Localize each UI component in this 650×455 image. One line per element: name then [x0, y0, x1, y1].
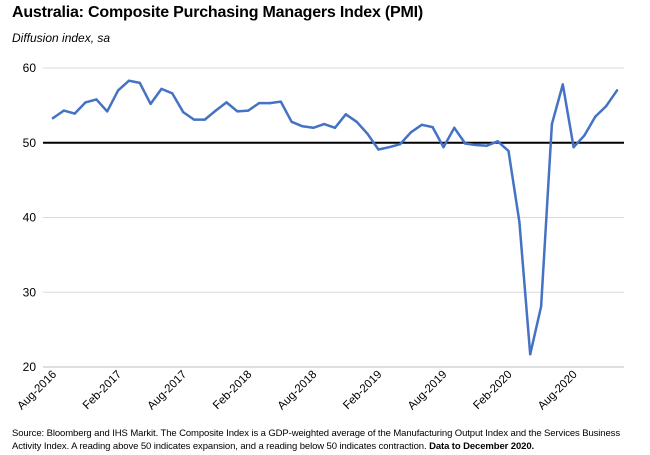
- data-point: [398, 143, 402, 146]
- data-point: [388, 146, 391, 149]
- data-point: [84, 101, 87, 104]
- source-note: Source: Bloomberg and IHS Markit. The Co…: [12, 427, 642, 453]
- x-tick-label: Aug-2017: [146, 369, 190, 413]
- data-point: [106, 110, 109, 113]
- data-point: [453, 126, 456, 129]
- data-point: [604, 104, 608, 108]
- data-point: [615, 89, 619, 92]
- x-tick-label: Aug-2019: [406, 369, 450, 413]
- y-tick-label: 50: [23, 136, 37, 150]
- data-point: [474, 143, 478, 147]
- data-point: [431, 125, 434, 129]
- data-point: [463, 142, 467, 145]
- data-point: [420, 123, 423, 127]
- source-data-date: Data to December 2020.: [429, 441, 535, 452]
- data-point: [51, 116, 55, 120]
- y-tick-label: 40: [23, 211, 37, 225]
- data-point: [377, 148, 380, 151]
- x-tick-label: Feb-2018: [211, 369, 254, 412]
- data-point: [257, 101, 261, 105]
- gridlines: [43, 67, 624, 368]
- data-point: [485, 144, 489, 147]
- data-point: [355, 120, 358, 124]
- data-point: [73, 112, 76, 115]
- data-point: [409, 131, 413, 134]
- data-point: [561, 83, 564, 86]
- data-point: [149, 102, 152, 106]
- data-point: [268, 101, 272, 105]
- data-point: [518, 220, 521, 224]
- data-point: [192, 118, 196, 121]
- y-axis-tick-labels: 20 30 40 50 60: [23, 61, 37, 374]
- data-point: [181, 110, 185, 114]
- data-point: [290, 120, 293, 124]
- y-tick-label: 20: [23, 360, 37, 374]
- data-point: [247, 109, 250, 112]
- data-point: [496, 140, 499, 143]
- data-point: [442, 146, 445, 149]
- data-point: [312, 126, 315, 129]
- x-tick-label: Aug-2016: [15, 369, 59, 413]
- series-layer: [51, 79, 619, 356]
- y-tick-label: 60: [23, 61, 37, 75]
- source-text: Source: Bloomberg and IHS Markit. The Co…: [12, 428, 620, 452]
- data-point: [529, 353, 532, 356]
- data-point: [583, 134, 586, 137]
- data-point: [236, 110, 239, 113]
- data-point: [225, 101, 228, 104]
- data-point: [301, 125, 304, 128]
- chart-subtitle: Diffusion index, sa: [12, 31, 111, 45]
- data-point: [322, 122, 326, 126]
- data-point: [127, 79, 131, 82]
- x-tick-label: Feb-2017: [81, 369, 124, 412]
- data-point: [572, 146, 575, 149]
- data-point: [507, 149, 510, 153]
- x-axis-tick-labels: Aug-2016 Feb-2017 Aug-2017 Feb-2018 Aug-2018…: [15, 369, 579, 413]
- y-tick-label: 30: [23, 285, 37, 299]
- data-point: [138, 81, 141, 85]
- data-point: [344, 113, 348, 116]
- data-point: [62, 109, 66, 112]
- x-tick-label: Feb-2020: [471, 369, 514, 412]
- data-point: [539, 305, 543, 308]
- chart-title: Australia: Composite Purchasing Managers…: [12, 4, 424, 21]
- x-tick-label: Aug-2018: [276, 369, 320, 413]
- data-point: [95, 98, 98, 101]
- data-point: [203, 118, 207, 121]
- data-point: [279, 100, 282, 103]
- x-tick-label: Aug-2020: [536, 369, 580, 413]
- data-point: [333, 126, 337, 129]
- data-point: [171, 92, 174, 95]
- data-point: [366, 132, 369, 135]
- data-point: [594, 115, 597, 118]
- data-point: [116, 89, 120, 92]
- data-point: [160, 87, 163, 91]
- data-point: [214, 109, 217, 112]
- x-tick-label: Feb-2019: [341, 369, 384, 412]
- data-point: [550, 122, 554, 126]
